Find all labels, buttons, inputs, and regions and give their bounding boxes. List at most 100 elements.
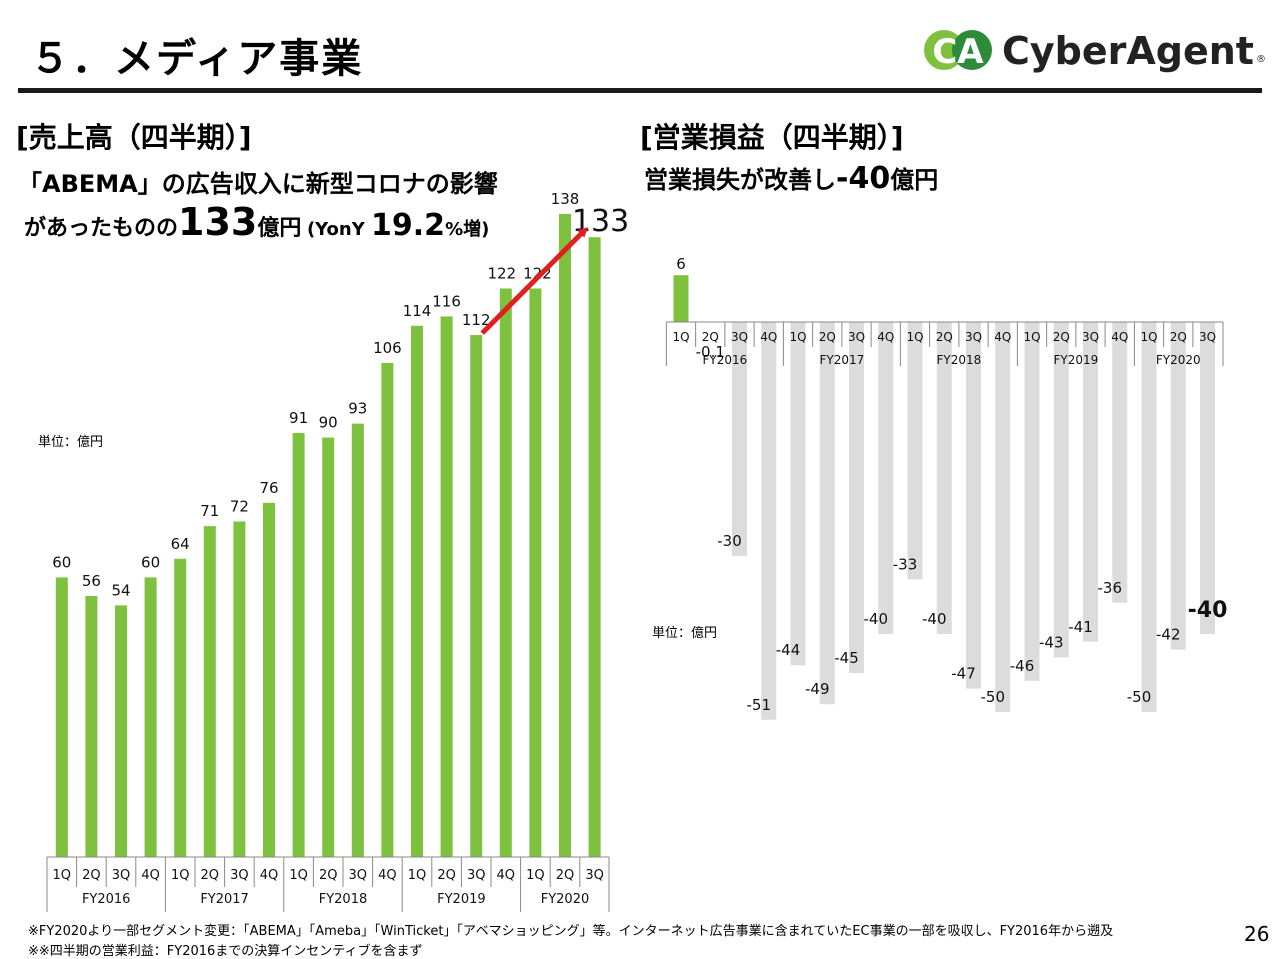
sales-fiscal-year-label: FY2017 bbox=[200, 892, 249, 907]
logo-registered-mark: ® bbox=[1256, 54, 1266, 65]
operating-income-bar bbox=[878, 322, 894, 634]
page-number: 26 bbox=[1244, 922, 1270, 946]
growth-arrow bbox=[480, 227, 588, 335]
sales-subheading: 「ABEMA」の広告収入に新型コロナの影響 bbox=[18, 170, 498, 198]
sales-quarter-label: 3Q bbox=[349, 868, 368, 883]
operating-income-summary: 営業損失が改善し-40億円 bbox=[644, 160, 938, 196]
sales-bar bbox=[55, 577, 68, 857]
operating-income-bar bbox=[1170, 322, 1186, 650]
sales-quarter-label: 1Q bbox=[53, 868, 72, 883]
operating-income-data-label: -50 bbox=[1127, 688, 1152, 706]
operating-income-quarter-label: 4Q bbox=[994, 330, 1011, 344]
sales-data-label: 54 bbox=[111, 581, 130, 599]
operating-income-unit-label: 単位：億円 bbox=[652, 626, 718, 641]
sales-data-label: 64 bbox=[171, 535, 190, 553]
operating-income-quarter-label: 3Q bbox=[731, 330, 748, 344]
sales-quarter-label: 2Q bbox=[437, 868, 456, 883]
sales-quarter-label: 4Q bbox=[141, 868, 160, 883]
sales-data-label: 106 bbox=[373, 339, 402, 357]
sales-quarter-label: 1Q bbox=[171, 868, 190, 883]
footnote-segment-change: ※FY2020より一部セグメント変更：「ABEMA」「Ameba」「WinTic… bbox=[28, 924, 1114, 939]
sales-data-label: 56 bbox=[82, 572, 101, 590]
sales-quarter-label: 4Q bbox=[497, 868, 516, 883]
sales-fiscal-year-label: FY2018 bbox=[319, 892, 368, 907]
sales-bar bbox=[263, 502, 275, 857]
sales-data-label: 138 bbox=[551, 190, 580, 208]
sales-quarter-label: 4Q bbox=[260, 868, 279, 883]
sales-quarter-label: 3Q bbox=[230, 868, 249, 883]
logo-circle-left bbox=[924, 30, 964, 70]
sales-data-label: 90 bbox=[319, 414, 338, 432]
sales-quarter-label: 3Q bbox=[585, 868, 604, 883]
operating-income-data-label: -50 bbox=[981, 688, 1006, 706]
operating-income-bar bbox=[1024, 322, 1040, 681]
logo-circle-right bbox=[952, 30, 992, 70]
operating-income-highlight-label: -40 bbox=[1188, 598, 1228, 623]
sales-fiscal-year-label: FY2020 bbox=[541, 892, 590, 907]
operating-income-data-label: -41 bbox=[1068, 618, 1093, 636]
operating-income-fiscal-year-label: FY2020 bbox=[1156, 353, 1201, 367]
sales-data-label: 76 bbox=[259, 479, 278, 497]
sales-fiscal-year-label: FY2016 bbox=[82, 892, 131, 907]
sales-data-label: 91 bbox=[289, 409, 308, 427]
operating-income-data-label: 6 bbox=[676, 255, 686, 273]
operating-income-fiscal-year-label: FY2017 bbox=[819, 353, 864, 367]
operating-income-fiscal-year-label: FY2019 bbox=[1053, 353, 1098, 367]
sales-bar bbox=[440, 316, 453, 857]
operating-income-bar bbox=[936, 322, 952, 634]
operating-income-fiscal-year-label: FY2016 bbox=[702, 353, 747, 367]
operating-income-quarter-label: 2Q bbox=[702, 330, 719, 344]
operating-income-summary-value: -40 bbox=[836, 161, 891, 196]
operating-income-summary-text: 営業損失が改善し bbox=[644, 166, 836, 194]
operating-income-data-label: -0.1 bbox=[696, 343, 725, 361]
sales-quarter-label: 2Q bbox=[556, 868, 575, 883]
operating-income-data-label: -40 bbox=[922, 610, 947, 628]
operating-income-bar bbox=[732, 322, 747, 556]
operating-income-bar bbox=[790, 322, 806, 666]
sales-quarter-label: 2Q bbox=[201, 868, 220, 883]
sales-summary: があったものの133億円 (YonY 19.2%増) bbox=[24, 200, 489, 244]
operating-income-quarter-label: 2Q bbox=[1053, 330, 1070, 344]
sales-data-label: 60 bbox=[52, 553, 71, 571]
sales-data-label: 71 bbox=[200, 502, 219, 520]
operating-income-bar bbox=[761, 322, 777, 720]
operating-income-data-label: -42 bbox=[1156, 626, 1181, 644]
operating-income-quarter-label: 1Q bbox=[789, 330, 806, 344]
operating-income-bar bbox=[1053, 322, 1069, 658]
operating-income-bar bbox=[1083, 322, 1098, 642]
operating-income-quarter-label: 3Q bbox=[965, 330, 982, 344]
operating-income-quarter-label: 2Q bbox=[819, 330, 836, 344]
sales-quarter-label: 2Q bbox=[319, 868, 338, 883]
sales-data-label: 93 bbox=[348, 400, 367, 418]
operating-income-data-label: -43 bbox=[1039, 633, 1064, 651]
sales-bar bbox=[529, 288, 542, 858]
operating-income-quarter-label: 2Q bbox=[1170, 330, 1187, 344]
operating-income-bar bbox=[995, 322, 1011, 712]
operating-income-data-label: -44 bbox=[776, 641, 801, 659]
operating-income-data-label: -51 bbox=[747, 696, 772, 714]
sales-bar bbox=[588, 237, 601, 858]
operating-income-bar-chart: 6-0.1-30-51-44-49-45-40-33-40-47-50-46-4… bbox=[665, 255, 1228, 720]
sales-bar bbox=[115, 605, 127, 857]
operating-income-bar bbox=[849, 322, 864, 673]
sales-quarter-label: 1Q bbox=[526, 868, 545, 883]
sales-summary-yoy-value: 19.2 bbox=[371, 208, 446, 243]
operating-income-bar bbox=[907, 322, 923, 580]
sales-summary-unit: 億円 bbox=[257, 216, 302, 241]
sales-quarter-label: 1Q bbox=[408, 868, 427, 883]
sales-data-label: 116 bbox=[432, 292, 461, 310]
operating-income-quarter-label: 4Q bbox=[1111, 330, 1128, 344]
sales-bar bbox=[85, 596, 98, 857]
sales-bar bbox=[203, 526, 216, 857]
operating-income-data-label: -33 bbox=[893, 555, 918, 573]
operating-income-quarter-label: 2Q bbox=[936, 330, 953, 344]
logo-mark: CA bbox=[932, 32, 984, 72]
operating-income-data-label: -30 bbox=[717, 532, 742, 550]
sales-unit-label: 単位：億円 bbox=[38, 435, 104, 450]
sales-bar bbox=[174, 558, 187, 857]
operating-income-data-label: -40 bbox=[864, 610, 889, 628]
operating-income-quarter-label: 1Q bbox=[1023, 330, 1040, 344]
operating-income-heading: [営業損益（四半期）] bbox=[640, 121, 904, 154]
operating-income-quarter-label: 4Q bbox=[877, 330, 894, 344]
